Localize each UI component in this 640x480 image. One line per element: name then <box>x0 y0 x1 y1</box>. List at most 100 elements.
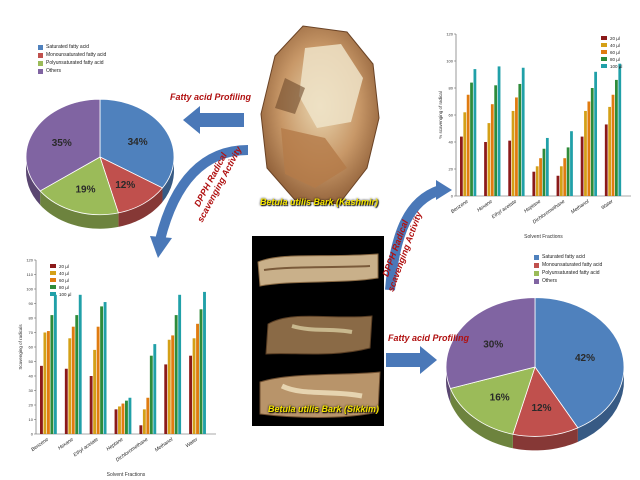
x-axis-label: Solvent Fractions <box>107 472 146 478</box>
pie-kashmir-legend: Saturated fatty acid Monounsaturated fat… <box>38 43 106 75</box>
bar <box>473 69 477 196</box>
y-axis-label: % scavenging of radical <box>438 91 443 139</box>
bar <box>604 124 608 196</box>
pie-data-label: 12% <box>115 180 135 191</box>
legend-row: Others <box>38 67 106 75</box>
legend-label: Saturated fatty acid <box>542 254 586 260</box>
bar <box>566 147 570 196</box>
y-tick-label: 80 <box>29 316 34 321</box>
legend-label: 20 µl <box>59 264 69 269</box>
legend-row: Monounsaturated fatty acid <box>534 261 602 269</box>
legend-row: Monounsaturated fatty acid <box>38 51 106 59</box>
arrow-right-icon <box>386 346 437 374</box>
y-tick-label: 20 <box>29 403 34 408</box>
bar <box>618 63 622 197</box>
legend-swatch <box>601 36 607 40</box>
bar <box>128 397 132 434</box>
bar <box>490 104 494 196</box>
bar <box>608 106 612 196</box>
bar <box>203 291 206 434</box>
legend-label: Monounsaturated fatty acid <box>46 52 107 58</box>
bar <box>515 97 518 196</box>
y-tick-label: 100 <box>26 287 33 292</box>
betula-bark-sikkim-photo <box>252 236 384 426</box>
bar <box>96 326 100 434</box>
bar <box>149 355 153 434</box>
bar <box>189 355 193 434</box>
bar <box>118 406 121 434</box>
legend-label: 40 µl <box>59 271 69 276</box>
y-tick-label: 90 <box>29 301 34 306</box>
legend-swatch <box>601 64 607 68</box>
bar <box>43 332 47 434</box>
bar <box>587 101 591 196</box>
bar <box>68 338 72 434</box>
bar <box>556 175 560 196</box>
bar <box>121 403 125 434</box>
bar <box>497 66 501 197</box>
sikkim-caption: Betula utilis Bark (Sikkim) <box>268 404 380 414</box>
pie-sikkim-legend: Saturated fatty acid Monounsaturated fat… <box>534 253 602 285</box>
bar <box>611 94 615 196</box>
bar <box>196 323 199 434</box>
legend-swatch <box>601 57 607 61</box>
legend-label: 40 µl <box>610 43 620 48</box>
pie-slice <box>449 366 536 435</box>
bar <box>192 338 196 434</box>
y-tick-label: 0 <box>31 432 34 437</box>
pie-slice-side <box>450 388 513 449</box>
bar <box>167 339 171 434</box>
pie-data-label: 34% <box>128 137 148 148</box>
bar <box>103 302 107 434</box>
pie-slice-side <box>577 364 624 442</box>
y-tick-label: 20 <box>449 167 454 172</box>
pie-slice <box>512 366 579 437</box>
bar <box>508 140 512 196</box>
pie-slice-side <box>118 187 163 227</box>
bar <box>545 137 549 196</box>
legend-label: Monounsaturated fatty acid <box>542 262 603 268</box>
pie-sikkim-chart: 42% 12% 16% 30% <box>445 297 625 451</box>
pie-data-label: 12% <box>531 403 551 414</box>
pie-data-label: 42% <box>575 353 595 364</box>
y-tick-label: 10 <box>29 417 34 422</box>
bar <box>89 376 93 434</box>
bark-pieces-graphic <box>257 253 381 418</box>
legend-swatch <box>601 43 607 47</box>
bar <box>199 309 203 434</box>
y-tick-label: 70 <box>29 330 34 335</box>
curved-arrow-left-icon <box>155 145 249 242</box>
bar <box>93 349 97 434</box>
fatty-acid-profiling-label-top: Fatty acid Profiling <box>170 92 252 102</box>
pie-slice <box>39 156 119 216</box>
bar <box>71 326 75 434</box>
pie-slice <box>25 98 101 192</box>
pie-slice-side <box>162 158 174 202</box>
bar-bottom-left-chart: 0 10 20 30 40 50 60 70 80 90 100 110 120 Scavenging o… <box>18 258 216 478</box>
legend-row: Others <box>534 277 602 285</box>
legend-label: 100 µl <box>610 64 622 69</box>
legend-label: Others <box>46 68 62 74</box>
bar <box>153 344 157 434</box>
legend-label: 60 µl <box>610 50 620 55</box>
pie-slice-side <box>40 190 119 229</box>
bar <box>146 397 150 434</box>
y-tick-label: 100 <box>446 59 453 64</box>
bar <box>532 171 536 196</box>
bar <box>570 131 573 196</box>
bar <box>539 158 542 196</box>
bar <box>594 71 598 196</box>
bar <box>46 331 50 434</box>
bar <box>590 88 594 196</box>
bar <box>563 158 567 196</box>
betula-bark-kashmir-photo <box>260 25 380 205</box>
bar <box>518 83 522 196</box>
legend-label: 100 µl <box>59 292 71 297</box>
bar <box>178 294 182 434</box>
y-tick-label: 40 <box>449 140 454 145</box>
pie-data-label: 19% <box>75 184 95 195</box>
legend-label: Polyunsaturated fatty acid <box>46 60 104 66</box>
y-axis-label: Scavenging of radicals <box>18 324 23 370</box>
y-tick-label: 50 <box>29 359 34 364</box>
bar <box>171 335 175 434</box>
